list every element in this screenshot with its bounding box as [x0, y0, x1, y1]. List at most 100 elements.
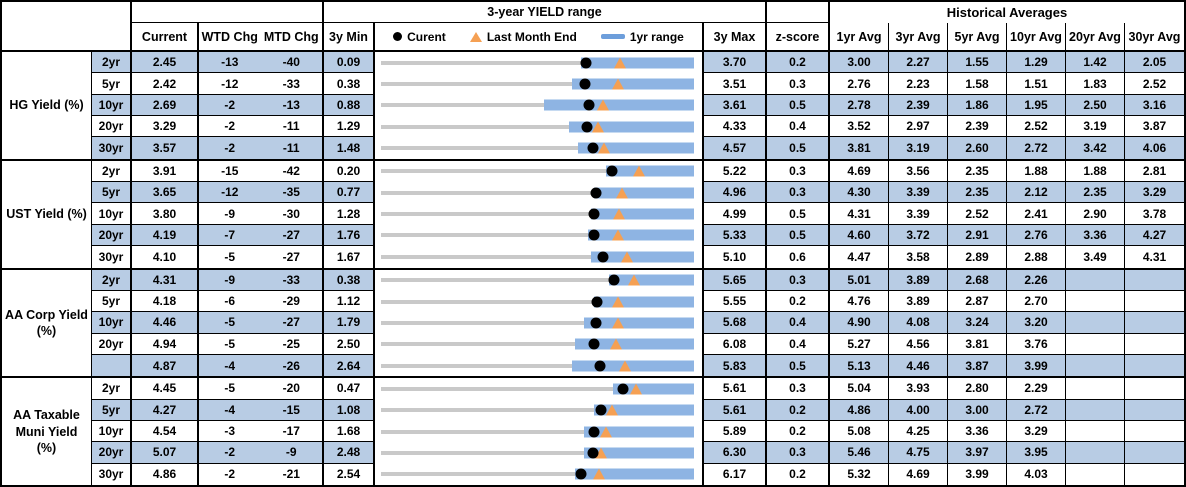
- cell-avg-0: 5.46: [830, 442, 889, 464]
- cell-avg-2: 3.36: [948, 420, 1007, 443]
- cell-avg-3: 3.95: [1007, 442, 1066, 464]
- cell-chg: -9 -30: [199, 203, 324, 225]
- cell-tenor: 2yr: [92, 160, 132, 183]
- cell-avg-4: [1066, 312, 1125, 334]
- cell-avg-2: 3.24: [948, 312, 1007, 334]
- three-year-track: [381, 146, 693, 151]
- range-plot: [381, 73, 694, 94]
- three-year-track: [381, 278, 693, 283]
- range-plot: [381, 421, 694, 442]
- cell-avg-3: 1.88: [1007, 160, 1066, 183]
- cell-3y-max: 5.68: [704, 312, 767, 334]
- cell-avg-5: [1125, 464, 1184, 485]
- cell-avg-5: 4.27: [1125, 224, 1184, 247]
- cell-mtd-chg: -20: [282, 381, 300, 396]
- three-year-track: [381, 450, 693, 455]
- cell-avg-5: 3.78: [1125, 203, 1184, 225]
- cell-3y-max: 5.61: [704, 399, 767, 421]
- cell-wtd-chg: -5: [224, 249, 236, 264]
- blank-header-cell-zscore: [767, 2, 830, 23]
- cell-current: 4.94: [132, 333, 199, 355]
- cell-tenor: 5yr: [92, 73, 132, 95]
- cell-wtd-chg: -9: [224, 272, 236, 287]
- three-year-track: [381, 169, 693, 174]
- cell-3y-min: 2.50: [324, 333, 375, 355]
- cell-z-score: 0.5: [767, 94, 830, 117]
- cell-3y-min: 2.54: [324, 463, 375, 485]
- last-month-triangle-marker: [611, 229, 624, 241]
- col-header-20yr-avg: 20yr Avg: [1066, 23, 1125, 50]
- cell-wtd-chg: -5: [224, 336, 236, 351]
- cell-3y-min: 0.47: [324, 378, 375, 400]
- cell-tenor: 20yr: [92, 224, 132, 247]
- one-year-range-bar: [587, 229, 694, 241]
- cell-avg-3: 4.03: [1007, 463, 1066, 485]
- cell-mtd-chg: -30: [282, 206, 300, 221]
- three-year-track: [381, 363, 693, 368]
- corner-blank-cell: [2, 2, 132, 50]
- cell-3y-min: 1.48: [324, 137, 375, 159]
- cell-chg: -4 -15: [199, 399, 324, 421]
- cell-wtd-chg: -3: [224, 424, 236, 439]
- cell-avg-0: 5.04: [830, 378, 889, 400]
- last-month-triangle-marker: [619, 360, 632, 372]
- legend-current-label: Curent: [407, 29, 446, 44]
- cell-z-score: 0.6: [767, 246, 830, 268]
- cell-current: 2.45: [132, 52, 199, 74]
- cell-avg-0: 5.13: [830, 354, 889, 377]
- cell-avg-4: [1066, 269, 1125, 291]
- cell-wtd-chg: -2: [224, 97, 236, 112]
- current-dot-marker: [595, 404, 607, 416]
- cell-mtd-chg: -11: [282, 119, 300, 134]
- cell-avg-2: 2.52: [948, 203, 1007, 225]
- cell-avg-4: [1066, 290, 1125, 313]
- cell-avg-1: 3.58: [889, 246, 948, 268]
- cell-avg-4: [1066, 463, 1125, 485]
- cell-z-score: 0.4: [767, 116, 830, 138]
- cell-chg: -6 -29: [199, 290, 324, 313]
- range-plot-cell: [375, 269, 704, 291]
- range-plot: [381, 355, 694, 376]
- cell-3y-max: 6.08: [704, 333, 767, 355]
- cell-chg: -3 -17: [199, 420, 324, 443]
- cell-avg-2: 3.99: [948, 463, 1007, 485]
- current-dot-marker: [588, 338, 600, 350]
- cell-3y-min: 1.79: [324, 312, 375, 334]
- cell-3y-max: 5.33: [704, 224, 767, 247]
- cell-3y-min: 1.67: [324, 246, 375, 268]
- cell-avg-2: 2.91: [948, 224, 1007, 247]
- cell-current: 4.87: [132, 354, 199, 377]
- one-year-range-bar: [612, 383, 694, 395]
- cell-current: 2.69: [132, 94, 199, 117]
- cell-avg-0: 4.69: [830, 160, 889, 183]
- current-dot-marker: [588, 426, 600, 438]
- cell-z-score: 0.3: [767, 269, 830, 291]
- last-month-triangle-marker: [629, 383, 642, 395]
- cell-3y-max: 4.96: [704, 182, 767, 204]
- cell-tenor: 2yr: [92, 269, 132, 291]
- cell-avg-5: 2.81: [1125, 161, 1184, 183]
- range-plot-cell: [375, 354, 704, 377]
- cell-chg: -5 -20: [199, 378, 324, 400]
- cell-mtd-chg: -26: [282, 358, 300, 373]
- one-year-range-bar: [578, 142, 694, 154]
- row-group: AA Taxable Muni Yield (%) 2yr 4.45 -5 -20 0.4…: [2, 376, 1184, 485]
- cell-avg-5: [1125, 334, 1184, 355]
- cell-avg-0: 4.30: [830, 182, 889, 204]
- cell-tenor: 30yr: [92, 463, 132, 485]
- cell-avg-2: 2.87: [948, 290, 1007, 313]
- one-year-range-bar: [593, 187, 694, 199]
- cell-mtd-chg: -13: [282, 97, 300, 112]
- cell-3y-max: 5.65: [704, 269, 767, 291]
- range-plot-cell: [375, 442, 704, 464]
- cell-tenor: 5yr: [92, 182, 132, 204]
- cell-current: 5.07: [132, 442, 199, 464]
- cell-mtd-chg: -17: [282, 424, 300, 439]
- cell-avg-3: 1.51: [1007, 73, 1066, 95]
- cell-current: 2.42: [132, 73, 199, 95]
- cell-3y-max: 6.17: [704, 463, 767, 485]
- cell-chg: -15 -42: [199, 160, 324, 183]
- cell-z-score: 0.2: [767, 290, 830, 313]
- cell-mtd-chg: -27: [282, 249, 300, 264]
- cell-z-score: 0.4: [767, 333, 830, 355]
